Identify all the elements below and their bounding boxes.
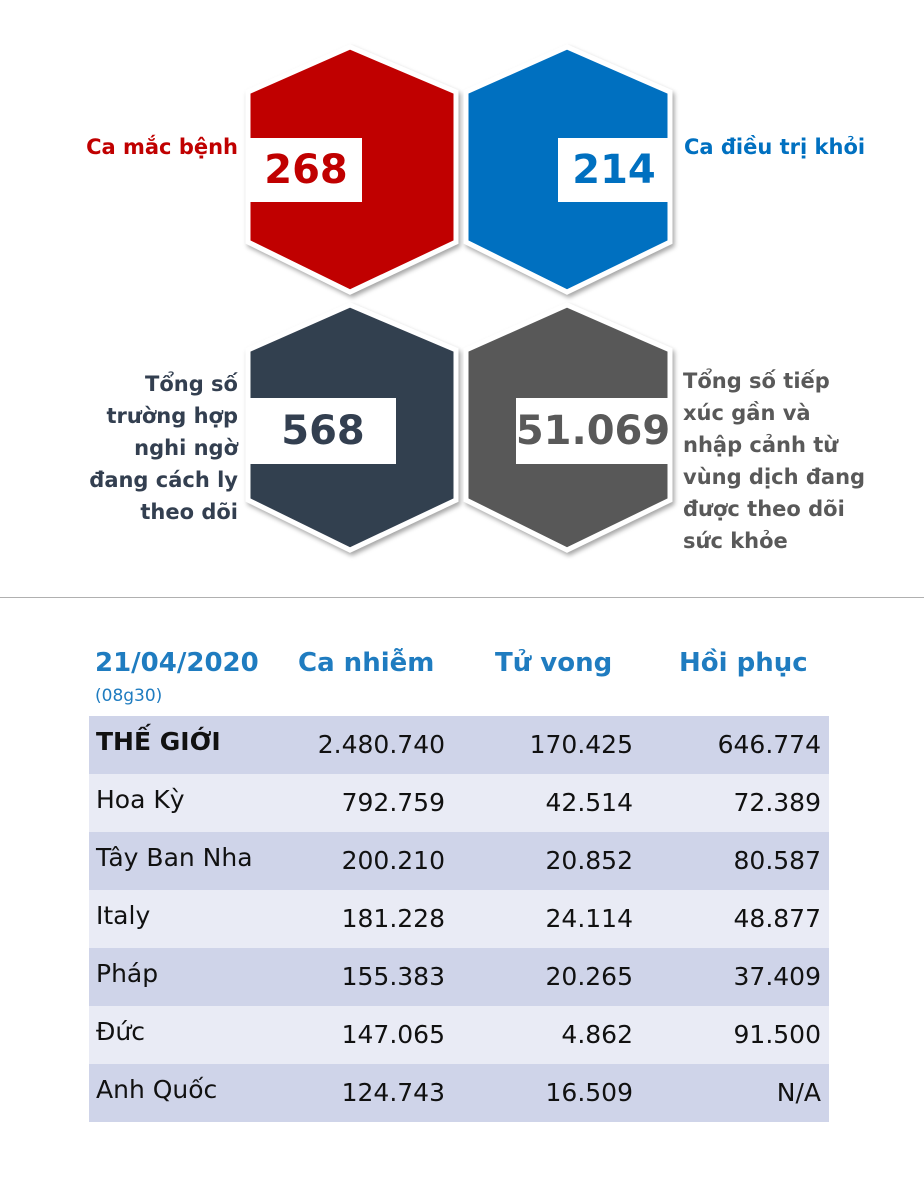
table-row: Đức 147.065 4.862 91.500: [89, 1006, 829, 1064]
table-row: Hoa Kỳ 792.759 42.514 72.389: [89, 774, 829, 832]
recovered-cell: 37.409: [733, 962, 821, 991]
monitored-label-line: được theo dõi: [683, 497, 845, 521]
cases-cell: 155.383: [341, 962, 445, 991]
isolating-label-line: Tổng số: [145, 372, 238, 396]
isolating-label: Tổng số trường hợp nghi ngờ đang cách ly…: [89, 368, 238, 528]
cases-cell: 147.065: [341, 1020, 445, 1049]
recovered-value: 214: [558, 138, 670, 202]
country-name: Hoa Kỳ: [96, 785, 185, 814]
monitored-value: 51.069: [516, 398, 670, 464]
recovered-cell: 80.587: [733, 846, 821, 875]
recovered-cell: 72.389: [733, 788, 821, 817]
monitored-label-line: nhập cảnh từ: [683, 433, 839, 457]
isolating-label-line: theo dõi: [140, 500, 238, 524]
cases-cell: 2.480.740: [317, 730, 445, 759]
table-row: Pháp 155.383 20.265 37.409: [89, 948, 829, 1006]
isolating-label-line: đang cách ly: [89, 468, 238, 492]
cases-cell: 181.228: [341, 904, 445, 933]
country-name: Tây Ban Nha: [96, 843, 253, 872]
recovered-cell: 646.774: [717, 730, 821, 759]
country-name: THẾ GIỚI: [96, 727, 221, 756]
cases-label: Ca mắc bệnh: [86, 135, 238, 159]
monitored-label-line: sức khỏe: [683, 529, 788, 553]
country-name: Anh Quốc: [96, 1075, 218, 1104]
cases-cell: 792.759: [341, 788, 445, 817]
isolating-label-line: nghi ngờ: [134, 436, 238, 460]
country-name: Pháp: [96, 959, 159, 988]
monitored-label-line: Tổng số tiếp: [683, 369, 830, 393]
monitored-label: Tổng số tiếp xúc gần và nhập cảnh từ vùn…: [683, 365, 865, 557]
table-row: Tây Ban Nha 200.210 20.852 80.587: [89, 832, 829, 890]
cases-cell: 200.210: [341, 846, 445, 875]
recovered-label: Ca điều trị khỏi: [684, 135, 866, 159]
deaths-cell: 20.265: [545, 962, 633, 991]
table-row: Italy 181.228 24.114 48.877: [89, 890, 829, 948]
country-name: Italy: [96, 901, 151, 930]
isolating-value: 568: [250, 398, 396, 464]
table-time: (08g30): [95, 686, 163, 706]
isolating-label-line: trường hợp: [106, 404, 238, 428]
table-row: Anh Quốc 124.743 16.509 N/A: [89, 1064, 829, 1122]
recovered-cell: 48.877: [733, 904, 821, 933]
deaths-cell: 4.862: [561, 1020, 633, 1049]
table-row: THẾ GIỚI 2.480.740 170.425 646.774: [89, 716, 829, 774]
deaths-cell: 24.114: [545, 904, 633, 933]
deaths-cell: 16.509: [545, 1078, 633, 1107]
table-date: 21/04/2020: [95, 648, 259, 678]
deaths-cell: 20.852: [545, 846, 633, 875]
deaths-cell: 42.514: [545, 788, 633, 817]
section-divider: [0, 597, 924, 598]
stats-table: THẾ GIỚI 2.480.740 170.425 646.774 Hoa K…: [89, 716, 829, 1122]
recovered-cell: N/A: [776, 1078, 821, 1107]
header-deaths: Tử vong: [495, 648, 613, 678]
cases-cell: 124.743: [341, 1078, 445, 1107]
country-name: Đức: [96, 1017, 145, 1046]
deaths-cell: 170.425: [529, 730, 633, 759]
monitored-label-line: vùng dịch đang: [683, 465, 866, 489]
header-cases: Ca nhiễm: [298, 648, 435, 678]
monitored-label-line: xúc gần và: [683, 401, 811, 425]
cases-value: 268: [250, 138, 362, 202]
header-recovered: Hồi phục: [679, 648, 808, 678]
recovered-cell: 91.500: [733, 1020, 821, 1049]
table-header: 21/04/2020 (08g30) Ca nhiễm Tử vong Hồi …: [89, 640, 829, 716]
